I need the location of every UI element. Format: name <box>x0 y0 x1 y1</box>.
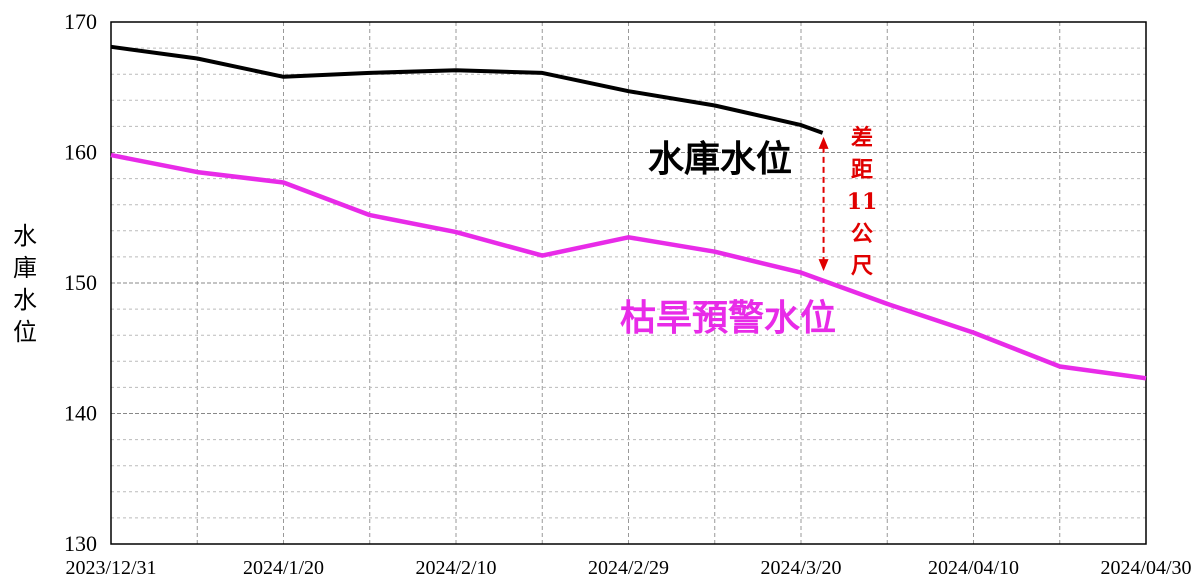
x-tick-label: 2024/1/20 <box>243 557 324 579</box>
gap-annotation-text: 差 <box>851 125 873 151</box>
gap-annotation-text: 尺 <box>851 253 873 279</box>
gap-annotation-text: 11 <box>847 189 878 215</box>
y-tick-label: 140 <box>64 401 97 426</box>
x-tick-label: 2024/04/10 <box>928 557 1019 579</box>
gap-annotation-text: 距 <box>851 157 873 183</box>
plot-frame <box>110 21 1147 545</box>
y-tick-label: 150 <box>64 270 97 295</box>
reservoir-level-label: 水庫水位 <box>648 139 792 180</box>
reservoir-level-line <box>110 44 824 135</box>
y-tick-label: 160 <box>64 140 97 165</box>
x-tick-label: 2024/2/10 <box>415 557 496 579</box>
gap-arrow-head-top <box>818 136 829 149</box>
y-axis-label: 水庫水位 <box>13 222 37 346</box>
y-tick-label: 130 <box>64 531 97 556</box>
y-axis-label-char: 水 <box>13 222 37 250</box>
grid <box>111 22 1146 544</box>
y-axis-label-char: 水 <box>13 286 37 314</box>
y-axis-label-char: 庫 <box>13 254 37 282</box>
x-axis-ticks: 2023/12/31 2024/1/20 2024/2/10 2024/2/29 202… <box>65 557 1191 579</box>
y-tick-label: 170 <box>64 9 97 34</box>
drought-warning-label: 枯旱預警水位 <box>620 298 836 339</box>
gap-arrow-head-bottom <box>818 259 829 272</box>
x-tick-label: 2024/04/30 <box>1100 557 1191 579</box>
series-lines <box>110 44 1147 381</box>
gap-annotation: 差距 11 公尺 <box>818 125 878 279</box>
x-tick-label: 2023/12/31 <box>65 557 156 579</box>
x-tick-label: 2024/2/29 <box>588 557 669 579</box>
drought-warning-line <box>110 152 1147 381</box>
gap-annotation-text: 公 <box>851 221 873 247</box>
x-tick-label: 2024/3/20 <box>760 557 841 579</box>
y-axis-label-char: 位 <box>13 318 37 346</box>
y-axis-ticks: 130 140 150 160 170 <box>64 9 97 556</box>
